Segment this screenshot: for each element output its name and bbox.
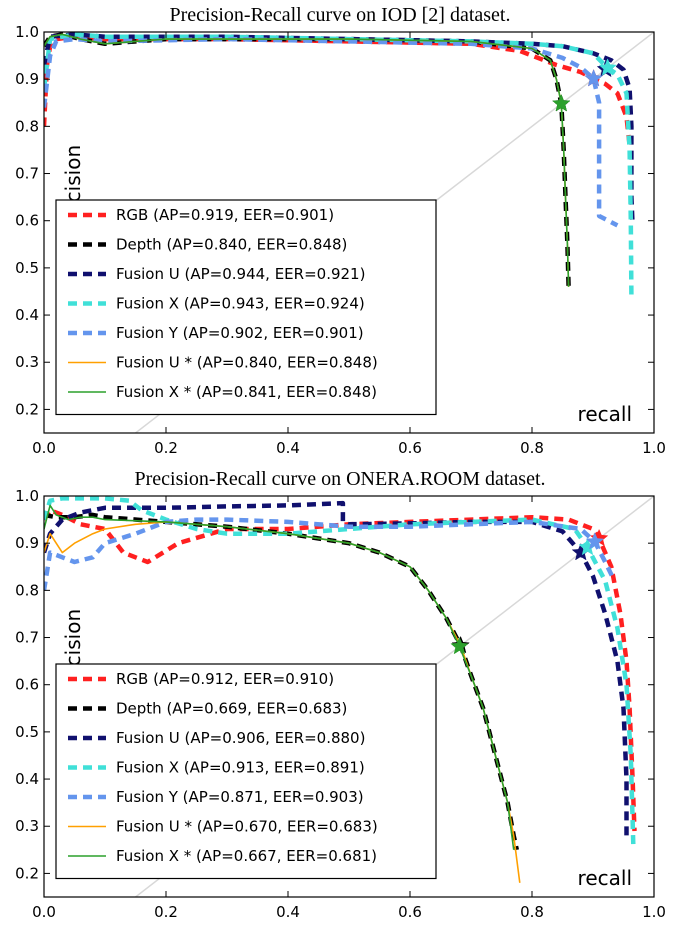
legend-label: Fusion U * (AP=0.840, EER=0.848) <box>116 354 378 372</box>
chart-panel-onera: Precision-Recall curve on ONERA.ROOM dat… <box>0 464 680 928</box>
eer-marker <box>552 94 571 112</box>
legend-label: Fusion U * (AP=0.670, EER=0.683) <box>116 818 378 836</box>
x-tick-label: 0.8 <box>520 903 544 921</box>
series-line <box>44 32 635 226</box>
legend-label: Fusion X * (AP=0.667, EER=0.681) <box>116 847 377 865</box>
x-tick-label: 0.2 <box>154 903 178 921</box>
y-tick-label: 0.5 <box>15 259 39 277</box>
x-axis-label: recall <box>578 866 632 890</box>
y-tick-label: 0.9 <box>15 70 39 88</box>
series-line <box>44 517 617 591</box>
chart-title: Precision-Recall curve on IOD [2] datase… <box>169 4 511 26</box>
series-line <box>44 36 619 228</box>
legend: RGB (AP=0.919, EER=0.901) Depth (AP=0.840… <box>55 199 437 416</box>
plot-area <box>44 496 654 897</box>
y-tick-label: 0.4 <box>15 770 39 788</box>
legend-label: Fusion U (AP=0.944, EER=0.921) <box>116 265 365 283</box>
eer-marker <box>598 58 617 76</box>
x-tick-label: 0.0 <box>32 903 56 921</box>
legend-label: Depth (AP=0.669, EER=0.683) <box>116 700 347 718</box>
x-tick-label: 0.6 <box>398 903 422 921</box>
y-tick-label: 0.8 <box>15 581 39 599</box>
x-axis-label: recall <box>578 402 632 426</box>
eer-marker <box>450 636 469 655</box>
chart-panel-iod: Precision-Recall curve on IOD [2] datase… <box>15 4 666 457</box>
y-tick-label: 1.0 <box>15 23 39 41</box>
eer-marker <box>585 532 605 550</box>
series-line <box>44 504 515 850</box>
chart-title: Precision-Recall curve on ONERA.ROOM dat… <box>134 468 546 490</box>
x-tick-label: 1.0 <box>642 439 666 457</box>
x-tick-label: 0.2 <box>154 439 178 457</box>
y-tick-label: 0.8 <box>15 117 39 135</box>
x-tick-label: 0.6 <box>398 439 422 457</box>
y-tick-label: 1.0 <box>15 487 39 505</box>
legend-label: Fusion U (AP=0.906, EER=0.880) <box>116 729 365 747</box>
chart-onera: 0.0 0.2 0.4 0.6 0.8 1.0 0.2 0.3 0.4 0.5 0.6 0.7 0.8 0… <box>15 487 666 921</box>
x-tick-label: 0.4 <box>276 439 300 457</box>
legend-label: RGB (AP=0.912, EER=0.910) <box>116 670 334 688</box>
series-line <box>44 500 629 836</box>
y-tick-label: 0.7 <box>15 629 39 647</box>
y-tick-label: 0.6 <box>15 212 39 230</box>
series-line <box>44 32 634 297</box>
series-line <box>44 34 632 146</box>
y-tick-label: 0.3 <box>15 817 39 835</box>
x-tick-label: 0.4 <box>276 903 300 921</box>
y-tick-label: 0.4 <box>15 306 39 324</box>
y-tick-label: 0.2 <box>15 400 39 418</box>
legend-label: Fusion X * (AP=0.841, EER=0.848) <box>116 383 377 401</box>
x-tick-label: 0.8 <box>520 439 544 457</box>
series-line <box>44 33 570 287</box>
legend: RGB (AP=0.912, EER=0.910) Depth (AP=0.669… <box>55 663 437 880</box>
plot-frame <box>43 31 655 434</box>
y-tick-label: 0.2 <box>15 864 39 882</box>
legend-label: RGB (AP=0.919, EER=0.901) <box>116 206 334 224</box>
y-tick-label: 0.3 <box>15 353 39 371</box>
legend-label: Depth (AP=0.840, EER=0.848) <box>116 236 347 254</box>
chart-iod: 0.0 0.2 0.4 0.6 0.8 1.0 0.2 0.3 0.4 0.5 0.6 0.7 0.8 0… <box>15 23 666 457</box>
legend-box <box>55 663 437 880</box>
legend-label: Fusion Y (AP=0.902, EER=0.901) <box>116 324 364 342</box>
y-tick-label: 0.7 <box>15 165 39 183</box>
plot-frame <box>43 495 655 898</box>
eer-marker <box>584 69 603 87</box>
legend-label: Fusion X (AP=0.913, EER=0.891) <box>116 759 365 777</box>
legend-label: Fusion X (AP=0.943, EER=0.924) <box>116 295 365 313</box>
series-line <box>44 496 636 846</box>
y-tick-label: 0.9 <box>15 534 39 552</box>
legend-label: Fusion Y (AP=0.871, EER=0.903) <box>116 788 364 806</box>
y-tick-label: 0.5 <box>15 723 39 741</box>
x-tick-label: 1.0 <box>642 903 666 921</box>
x-tick-label: 0.0 <box>32 439 56 457</box>
y-tick-label: 0.6 <box>15 676 39 694</box>
legend-box <box>55 199 437 416</box>
